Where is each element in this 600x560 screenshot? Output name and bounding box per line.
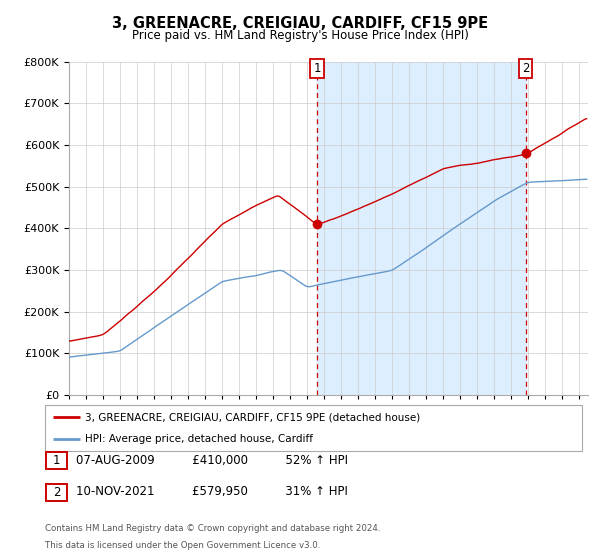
Text: 1: 1 [53,454,60,468]
Text: Price paid vs. HM Land Registry's House Price Index (HPI): Price paid vs. HM Land Registry's House … [131,29,469,42]
Text: HPI: Average price, detached house, Cardiff: HPI: Average price, detached house, Card… [85,435,313,444]
FancyBboxPatch shape [45,405,582,451]
Text: 10-NOV-2021          £579,950          31% ↑ HPI: 10-NOV-2021 £579,950 31% ↑ HPI [76,485,348,498]
Text: 2: 2 [522,62,529,74]
Text: 3, GREENACRE, CREIGIAU, CARDIFF, CF15 9PE (detached house): 3, GREENACRE, CREIGIAU, CARDIFF, CF15 9P… [85,412,421,422]
Text: 2: 2 [53,486,60,499]
Text: This data is licensed under the Open Government Licence v3.0.: This data is licensed under the Open Gov… [45,541,320,550]
Bar [317,62,526,395]
Text: Contains HM Land Registry data © Crown copyright and database right 2024.: Contains HM Land Registry data © Crown c… [45,524,380,533]
Text: 07-AUG-2009          £410,000          52% ↑ HPI: 07-AUG-2009 £410,000 52% ↑ HPI [76,454,348,467]
Text: 3, GREENACRE, CREIGIAU, CARDIFF, CF15 9PE: 3, GREENACRE, CREIGIAU, CARDIFF, CF15 9P… [112,16,488,31]
FancyBboxPatch shape [46,484,67,501]
FancyBboxPatch shape [46,452,67,469]
Text: 1: 1 [313,62,321,74]
